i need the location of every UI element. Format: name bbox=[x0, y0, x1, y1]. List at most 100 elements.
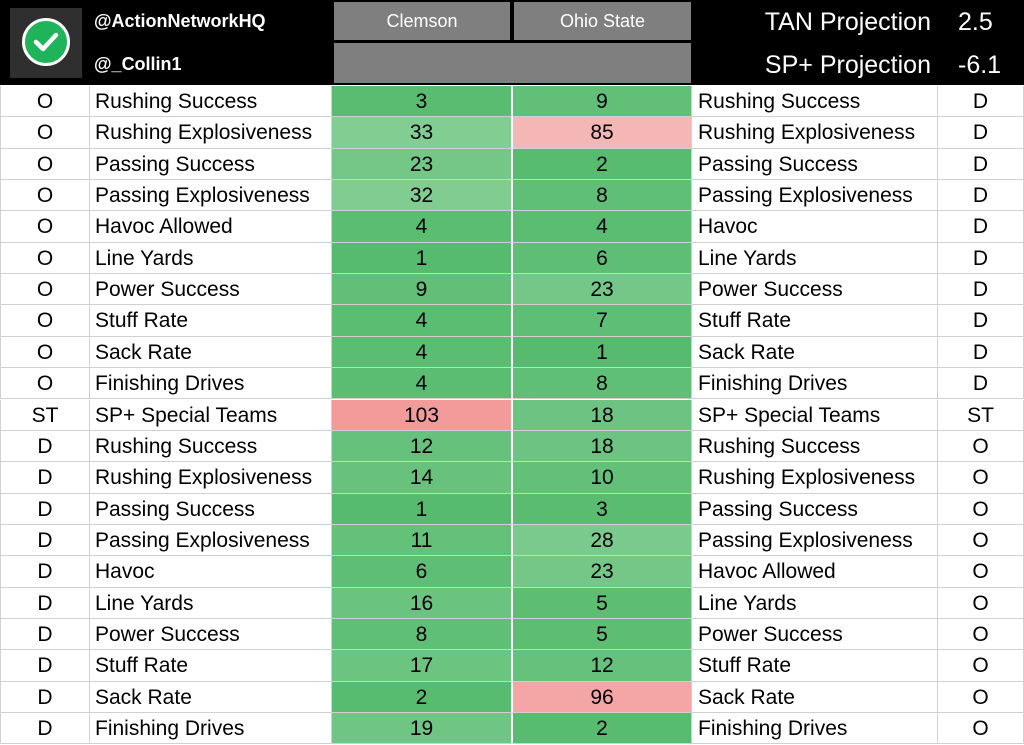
opponent-side-cell: D bbox=[938, 180, 1024, 212]
opponent-metric-cell: Stuff Rate bbox=[692, 305, 938, 337]
metric-cell: Passing Success bbox=[90, 493, 332, 525]
opponent-metric-cell: Havoc bbox=[692, 211, 938, 243]
ohio-state-rank-cell: 8 bbox=[513, 180, 692, 212]
opponent-side-cell: D bbox=[938, 211, 1024, 243]
table-row: D Rushing Explosiveness 14 10 Rushing Explos… bbox=[0, 462, 1024, 494]
metric-cell: Passing Explosiveness bbox=[90, 524, 332, 557]
table-row: D Sack Rate 2 96 Sack Rate O bbox=[0, 681, 1024, 713]
ohio-state-rank-cell: 12 bbox=[513, 650, 692, 682]
side-cell: ST bbox=[0, 399, 90, 431]
opponent-side-cell: O bbox=[938, 524, 1024, 557]
metric-cell: Rushing Success bbox=[90, 430, 332, 463]
metric-cell: Sack Rate bbox=[90, 336, 332, 369]
ohio-state-rank-cell: 3 bbox=[513, 493, 692, 525]
metric-cell: Line Yards bbox=[90, 242, 332, 275]
table-row: D Passing Success 1 3 Passing Success O bbox=[0, 493, 1024, 525]
clemson-rank-cell: 33 bbox=[332, 117, 513, 149]
opponent-side-cell: ST bbox=[938, 399, 1024, 431]
table-row: O Finishing Drives 4 8 Finishing Drives D bbox=[0, 368, 1024, 400]
opponent-metric-cell: Sack Rate bbox=[692, 336, 938, 369]
side-cell: D bbox=[0, 650, 90, 682]
opponent-metric-cell: Passing Success bbox=[692, 148, 938, 181]
clemson-rank-cell: 4 bbox=[332, 211, 513, 243]
side-cell: O bbox=[0, 211, 90, 243]
side-cell: O bbox=[0, 117, 90, 149]
table-row: O Passing Explosiveness 32 8 Passing Explosi… bbox=[0, 180, 1024, 212]
clemson-rank-cell: 4 bbox=[332, 305, 513, 337]
side-cell: O bbox=[0, 368, 90, 400]
clemson-rank-cell: 2 bbox=[332, 681, 513, 713]
ohio-state-rank-cell: 2 bbox=[513, 713, 692, 745]
table-row: O Power Success 9 23 Power Success D bbox=[0, 274, 1024, 306]
opponent-metric-cell: Passing Success bbox=[692, 493, 938, 525]
metric-cell: Finishing Drives bbox=[90, 713, 332, 745]
opponent-metric-cell: Sack Rate bbox=[692, 681, 938, 713]
metric-cell: Power Success bbox=[90, 274, 332, 306]
side-cell: D bbox=[0, 618, 90, 651]
ohio-state-rank-cell: 6 bbox=[513, 242, 692, 275]
side-cell: O bbox=[0, 86, 90, 118]
side-cell: D bbox=[0, 556, 90, 588]
tan-projection-label: TAN Projection bbox=[764, 8, 931, 36]
table-row: D Finishing Drives 19 2 Finishing Drives O bbox=[0, 713, 1024, 745]
opponent-metric-cell: Passing Explosiveness bbox=[692, 180, 938, 212]
opponent-metric-cell: Rushing Explosiveness bbox=[692, 117, 938, 149]
team-header-ohio-state: Ohio State bbox=[514, 2, 691, 40]
ohio-state-rank-cell: 23 bbox=[513, 274, 692, 306]
table-row: O Passing Success 23 2 Passing Success D bbox=[0, 148, 1024, 181]
table-row: O Havoc Allowed 4 4 Havoc D bbox=[0, 211, 1024, 243]
ohio-state-rank-cell: 85 bbox=[513, 117, 692, 149]
opponent-side-cell: D bbox=[938, 86, 1024, 118]
clemson-rank-cell: 9 bbox=[332, 274, 513, 306]
opponent-side-cell: O bbox=[938, 618, 1024, 651]
side-cell: D bbox=[0, 493, 90, 525]
clemson-rank-cell: 19 bbox=[332, 713, 513, 745]
opponent-metric-cell: SP+ Special Teams bbox=[692, 399, 938, 431]
table-row: O Rushing Success 3 9 Rushing Success D bbox=[0, 86, 1024, 118]
ohio-state-rank-cell: 28 bbox=[513, 524, 692, 557]
side-cell: O bbox=[0, 305, 90, 337]
header-bar: @ActionNetworkHQ @_Collin1 Clemson Ohio … bbox=[0, 0, 1024, 85]
opponent-side-cell: D bbox=[938, 117, 1024, 149]
clemson-rank-cell: 11 bbox=[332, 524, 513, 557]
clemson-rank-cell: 103 bbox=[332, 399, 513, 431]
opponent-metric-cell: Finishing Drives bbox=[692, 368, 938, 400]
ohio-state-rank-cell: 10 bbox=[513, 462, 692, 494]
clemson-rank-cell: 14 bbox=[332, 462, 513, 494]
clemson-rank-cell: 4 bbox=[332, 368, 513, 400]
opponent-side-cell: D bbox=[938, 336, 1024, 369]
opponent-metric-cell: Havoc Allowed bbox=[692, 556, 938, 588]
handle-primary: @ActionNetworkHQ bbox=[94, 11, 266, 31]
opponent-metric-cell: Passing Explosiveness bbox=[692, 524, 938, 557]
metric-cell: Stuff Rate bbox=[90, 305, 332, 337]
side-cell: O bbox=[0, 148, 90, 181]
metric-cell: Passing Success bbox=[90, 148, 332, 181]
sp-projection-value: -6.1 bbox=[958, 51, 1002, 79]
opponent-side-cell: D bbox=[938, 148, 1024, 181]
opponent-side-cell: O bbox=[938, 462, 1024, 494]
side-cell: O bbox=[0, 242, 90, 275]
ohio-state-rank-cell: 2 bbox=[513, 148, 692, 181]
metric-cell: Stuff Rate bbox=[90, 650, 332, 682]
clemson-rank-cell: 8 bbox=[332, 618, 513, 651]
side-cell: D bbox=[0, 587, 90, 619]
table-row: D Stuff Rate 17 12 Stuff Rate O bbox=[0, 650, 1024, 682]
clemson-rank-cell: 17 bbox=[332, 650, 513, 682]
clemson-rank-cell: 1 bbox=[332, 242, 513, 275]
opponent-side-cell: O bbox=[938, 556, 1024, 588]
table-row: D Line Yards 16 5 Line Yards O bbox=[0, 587, 1024, 619]
side-cell: O bbox=[0, 180, 90, 212]
opponent-metric-cell: Stuff Rate bbox=[692, 650, 938, 682]
table-row: O Stuff Rate 4 7 Stuff Rate D bbox=[0, 305, 1024, 337]
check-circle-icon bbox=[22, 18, 70, 66]
opponent-metric-cell: Rushing Explosiveness bbox=[692, 462, 938, 494]
metric-cell: Finishing Drives bbox=[90, 368, 332, 400]
team-header-band bbox=[334, 43, 691, 83]
side-cell: O bbox=[0, 336, 90, 369]
metric-cell: Passing Explosiveness bbox=[90, 180, 332, 212]
ohio-state-rank-cell: 96 bbox=[513, 681, 692, 713]
ohio-state-rank-cell: 5 bbox=[513, 618, 692, 651]
metric-cell: Havoc bbox=[90, 556, 332, 588]
opponent-metric-cell: Finishing Drives bbox=[692, 713, 938, 745]
